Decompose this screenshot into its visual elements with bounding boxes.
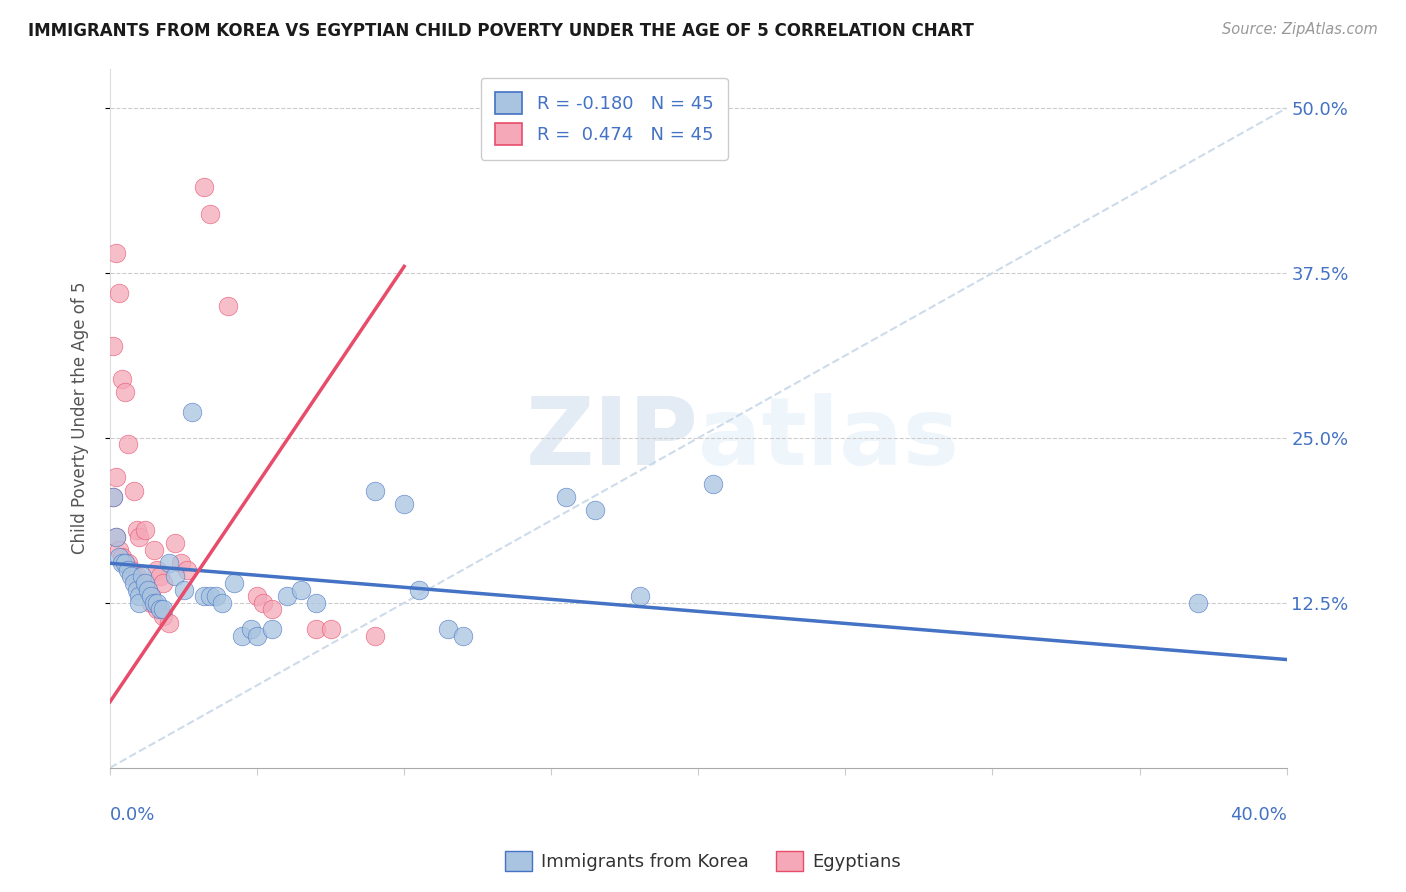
Point xyxy=(408,582,430,597)
Point xyxy=(205,589,228,603)
Text: atlas: atlas xyxy=(699,393,959,485)
Point xyxy=(114,556,136,570)
Point xyxy=(104,246,127,260)
Point xyxy=(117,563,139,577)
Text: ZIP: ZIP xyxy=(526,393,699,485)
Point xyxy=(117,556,139,570)
Point xyxy=(134,523,156,537)
Y-axis label: Child Poverty Under the Age of 5: Child Poverty Under the Age of 5 xyxy=(72,282,89,554)
Point xyxy=(108,285,131,300)
Point xyxy=(108,549,131,564)
Point xyxy=(122,576,145,591)
Point xyxy=(128,530,150,544)
Point xyxy=(128,596,150,610)
Point xyxy=(222,576,245,591)
Point xyxy=(134,576,156,591)
Point xyxy=(555,490,578,504)
Point xyxy=(114,384,136,399)
Point xyxy=(108,543,131,558)
Point xyxy=(143,543,166,558)
Point xyxy=(211,596,233,610)
Legend: R = -0.180   N = 45, R =  0.474   N = 45: R = -0.180 N = 45, R = 0.474 N = 45 xyxy=(481,78,728,160)
Point xyxy=(146,563,169,577)
Point xyxy=(149,602,172,616)
Point xyxy=(131,569,153,583)
Point xyxy=(111,556,134,570)
Point xyxy=(163,569,186,583)
Point xyxy=(122,569,145,583)
Point xyxy=(136,582,159,597)
Point xyxy=(152,609,174,624)
Point xyxy=(451,629,474,643)
Point xyxy=(231,629,253,643)
Point xyxy=(198,589,221,603)
Point xyxy=(193,180,215,194)
Point xyxy=(169,556,191,570)
Point xyxy=(437,622,460,636)
Point xyxy=(125,582,148,597)
Point xyxy=(319,622,342,636)
Point xyxy=(193,589,215,603)
Point xyxy=(146,602,169,616)
Point xyxy=(120,563,142,577)
Point xyxy=(246,589,269,603)
Point xyxy=(120,569,142,583)
Text: Source: ZipAtlas.com: Source: ZipAtlas.com xyxy=(1222,22,1378,37)
Point xyxy=(152,576,174,591)
Point xyxy=(173,582,195,597)
Point xyxy=(392,497,415,511)
Text: 40.0%: 40.0% xyxy=(1230,806,1286,824)
Point xyxy=(305,622,328,636)
Point xyxy=(364,483,387,498)
Point xyxy=(101,490,124,504)
Point xyxy=(128,589,150,603)
Point xyxy=(583,503,606,517)
Point xyxy=(104,530,127,544)
Point xyxy=(1187,596,1209,610)
Point xyxy=(181,404,204,418)
Point xyxy=(176,563,198,577)
Point xyxy=(131,576,153,591)
Point xyxy=(702,477,724,491)
Point xyxy=(157,556,180,570)
Point xyxy=(104,470,127,484)
Point xyxy=(246,629,269,643)
Point xyxy=(111,549,134,564)
Point xyxy=(198,206,221,220)
Point xyxy=(260,622,283,636)
Point xyxy=(122,483,145,498)
Point xyxy=(136,582,159,597)
Text: IMMIGRANTS FROM KOREA VS EGYPTIAN CHILD POVERTY UNDER THE AGE OF 5 CORRELATION C: IMMIGRANTS FROM KOREA VS EGYPTIAN CHILD … xyxy=(28,22,974,40)
Point xyxy=(125,523,148,537)
Point xyxy=(157,615,180,630)
Point xyxy=(146,596,169,610)
Point xyxy=(101,490,124,504)
Point xyxy=(260,602,283,616)
Point xyxy=(141,589,163,603)
Point xyxy=(276,589,298,603)
Point xyxy=(101,338,124,352)
Text: 0.0%: 0.0% xyxy=(110,806,156,824)
Point xyxy=(305,596,328,610)
Point xyxy=(628,589,651,603)
Point xyxy=(117,437,139,451)
Point xyxy=(111,371,134,385)
Point xyxy=(240,622,263,636)
Point xyxy=(141,589,163,603)
Point xyxy=(128,576,150,591)
Point xyxy=(149,569,172,583)
Point xyxy=(163,536,186,550)
Point xyxy=(114,556,136,570)
Point xyxy=(252,596,274,610)
Point xyxy=(217,299,239,313)
Point xyxy=(290,582,312,597)
Point xyxy=(143,596,166,610)
Point xyxy=(134,582,156,597)
Point xyxy=(364,629,387,643)
Point xyxy=(104,530,127,544)
Point xyxy=(152,602,174,616)
Point xyxy=(125,569,148,583)
Legend: Immigrants from Korea, Egyptians: Immigrants from Korea, Egyptians xyxy=(498,844,908,879)
Point xyxy=(141,596,163,610)
